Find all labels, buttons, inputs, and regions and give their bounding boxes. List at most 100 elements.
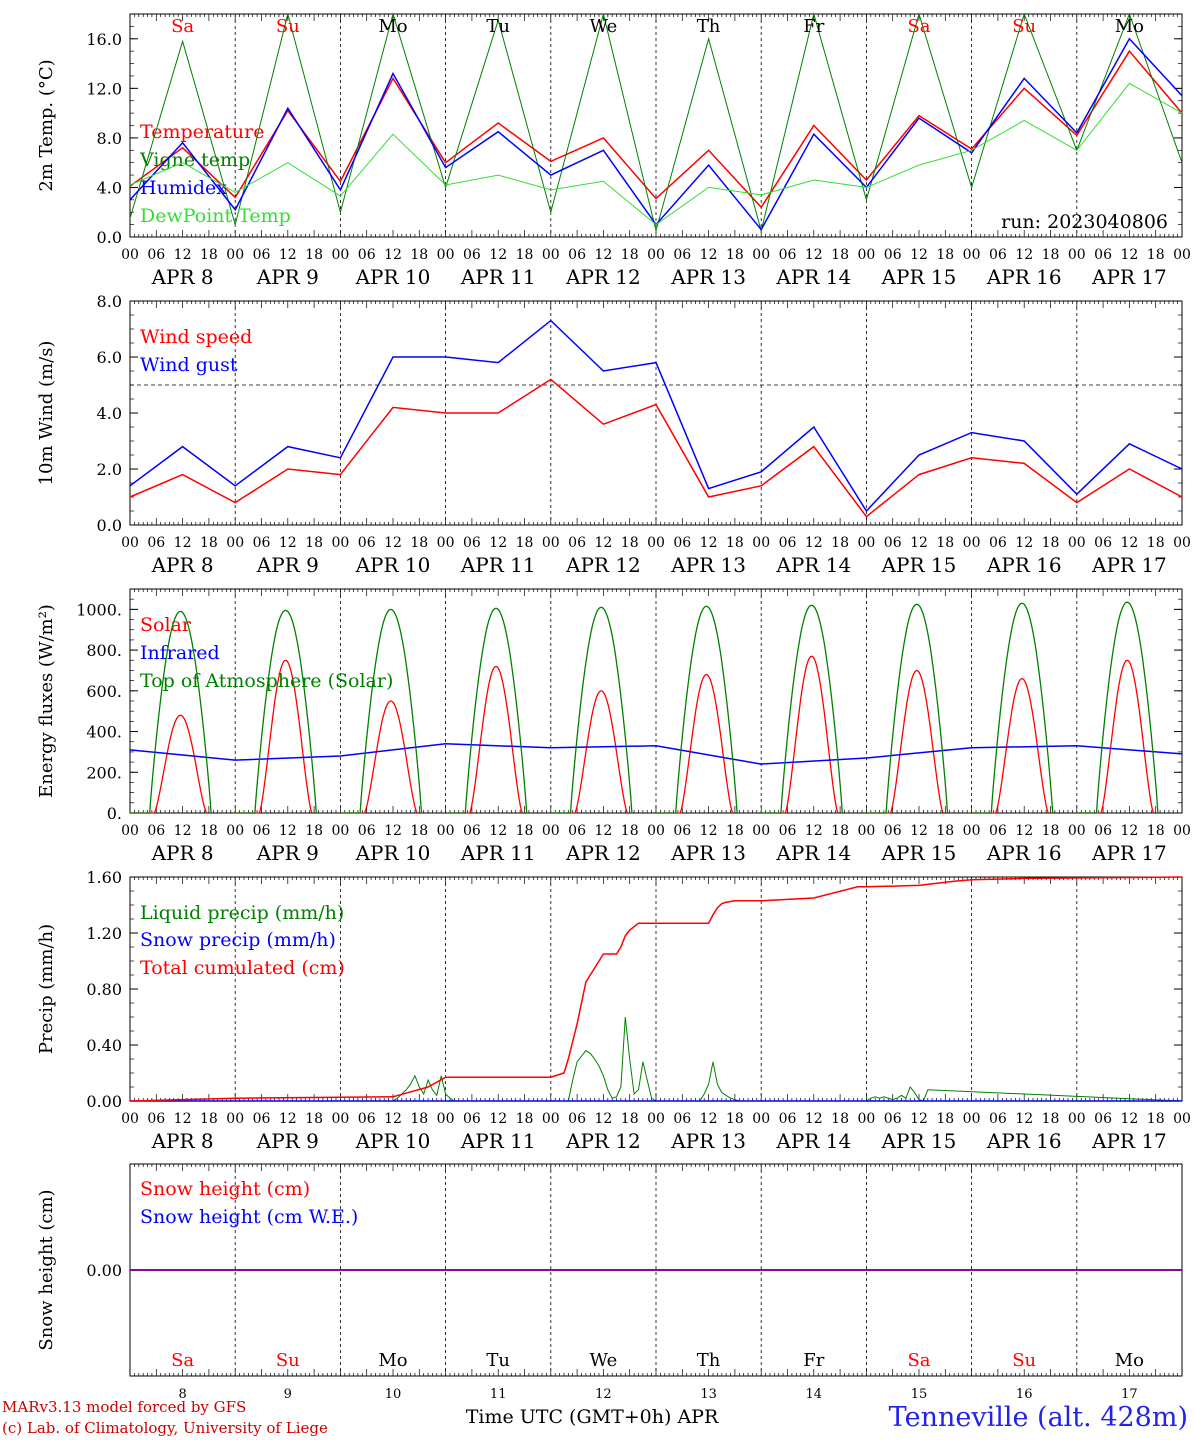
legend-series-humidex: Humidex (140, 177, 227, 199)
hour-tick-label: 12 (1120, 1111, 1138, 1127)
date-label: APR 16 (986, 265, 1062, 289)
series-top-of-atmosphere-solar-day (445, 607, 528, 814)
hour-tick-label: 18 (200, 247, 218, 263)
legend-series-liquid-precip-mm-h: Liquid precip (mm/h) (140, 902, 344, 924)
hour-tick-label: 00 (121, 535, 139, 551)
date-label: APR 14 (775, 841, 851, 865)
y-tick-label: 4.0 (97, 178, 122, 197)
date-label: APR 10 (355, 1129, 431, 1153)
hour-tick-label: 00 (331, 535, 349, 551)
series-top-of-atmosphere-solar-day (550, 606, 633, 814)
hour-tick-label: 00 (542, 247, 560, 263)
date-label: APR 16 (986, 553, 1062, 577)
hour-tick-label: 00 (1173, 823, 1191, 839)
hour-tick-label: 06 (884, 823, 902, 839)
hour-tick-label: 00 (226, 247, 244, 263)
hour-tick-label: 06 (884, 247, 902, 263)
hour-tick-label: 00 (857, 535, 875, 551)
hour-tick-label: 12 (384, 535, 402, 551)
series-solar-day (1076, 659, 1155, 814)
hour-tick-label: 00 (752, 823, 770, 839)
legend-series-total-cumulated-cm: Total cumulated (cm) (140, 957, 345, 979)
day-number-label: 12 (595, 1387, 612, 1402)
hour-tick-label: 06 (779, 823, 797, 839)
series-wind-gust (129, 319, 1183, 513)
hour-tick-label: 06 (358, 247, 376, 263)
hour-tick-label: 12 (174, 823, 192, 839)
series-wind-speed (129, 378, 1183, 518)
x-tick-marks (129, 1164, 1183, 1376)
hour-tick-label: 12 (805, 823, 823, 839)
hour-tick-label: 12 (489, 823, 507, 839)
date-label: APR 11 (460, 841, 536, 865)
hour-tick-label: 00 (1068, 1111, 1086, 1127)
hour-tick-label: 18 (831, 1111, 849, 1127)
day-name-label: Sa (907, 16, 930, 37)
hour-tick-label: 12 (279, 823, 297, 839)
hour-tick-label: 12 (279, 247, 297, 263)
hour-tick-label: 00 (1068, 247, 1086, 263)
day-name-label: Mo (378, 1350, 407, 1371)
date-label: APR 16 (986, 1129, 1062, 1153)
hour-tick-label: 06 (253, 247, 271, 263)
day-name-label: Su (276, 1350, 300, 1371)
hour-tick-label: 12 (910, 535, 928, 551)
date-label: APR 9 (256, 553, 319, 577)
hour-tick-label: 00 (331, 1111, 349, 1127)
legend-series-top-of-atmosphere-solar: Top of Atmosphere (Solar) (140, 670, 393, 692)
series-top-of-atmosphere-solar-day (340, 608, 423, 814)
hour-tick-label: 18 (936, 823, 954, 839)
hour-tick-label: 18 (410, 1111, 428, 1127)
day-number-label: 8 (178, 1387, 186, 1402)
hour-tick-label: 12 (174, 247, 192, 263)
hour-tick-label: 18 (1042, 247, 1060, 263)
day-name-label: Th (697, 1350, 721, 1371)
legend-series-vigne-temp: Vigne temp (139, 149, 250, 171)
hour-tick-label: 18 (621, 1111, 639, 1127)
hour-tick-label: 12 (279, 1111, 297, 1127)
date-label: APR 15 (881, 553, 957, 577)
day-name-label: Mo (1115, 1350, 1144, 1371)
hour-tick-label: 06 (463, 823, 481, 839)
legend-series-infrared: Infrared (140, 642, 220, 664)
hour-tick-label: 18 (726, 1111, 744, 1127)
hour-tick-label: 06 (1094, 1111, 1112, 1127)
date-label: APR 8 (151, 553, 214, 577)
hour-tick-label: 06 (358, 1111, 376, 1127)
hour-tick-label: 06 (1094, 247, 1112, 263)
date-label: APR 13 (670, 265, 746, 289)
date-label: APR 12 (565, 841, 641, 865)
day-name-label: Sa (171, 1350, 194, 1371)
hour-tick-label: 06 (568, 535, 586, 551)
hour-tick-label: 06 (147, 535, 165, 551)
day-name-label: We (590, 16, 618, 37)
day-name-label: Su (1012, 1350, 1036, 1371)
hour-tick-label: 06 (568, 1111, 586, 1127)
hour-tick-label: 18 (831, 247, 849, 263)
date-label: APR 10 (355, 841, 431, 865)
hour-tick-label: 12 (384, 1111, 402, 1127)
hour-tick-label: 00 (437, 247, 455, 263)
date-label: APR 10 (355, 553, 431, 577)
y-tick-label: 1.60 (86, 868, 122, 887)
y-tick-label: 800. (86, 641, 122, 660)
y-tick-label: 12.0 (86, 79, 122, 98)
legend-series-solar: Solar (140, 614, 192, 636)
legend-series-temperature: Temperature (140, 121, 264, 143)
x-tick-marks (129, 589, 1183, 813)
hour-tick-label: 06 (358, 535, 376, 551)
hour-tick-label: 06 (884, 1111, 902, 1127)
hour-tick-label: 12 (594, 823, 612, 839)
hour-tick-label: 18 (726, 823, 744, 839)
day-number-label: 14 (806, 1387, 823, 1402)
hour-tick-label: 00 (226, 535, 244, 551)
series-solar-day (761, 655, 839, 814)
hour-tick-label: 12 (805, 247, 823, 263)
run-label: run: 2023040806 (1001, 211, 1168, 233)
hour-tick-label: 12 (1015, 823, 1033, 839)
date-label: APR 13 (670, 1129, 746, 1153)
y-tick-label: 200. (86, 763, 122, 782)
hour-tick-label: 12 (1015, 247, 1033, 263)
date-label: APR 17 (1091, 1129, 1167, 1153)
series-top-of-atmosphere-solar-day (866, 603, 949, 814)
